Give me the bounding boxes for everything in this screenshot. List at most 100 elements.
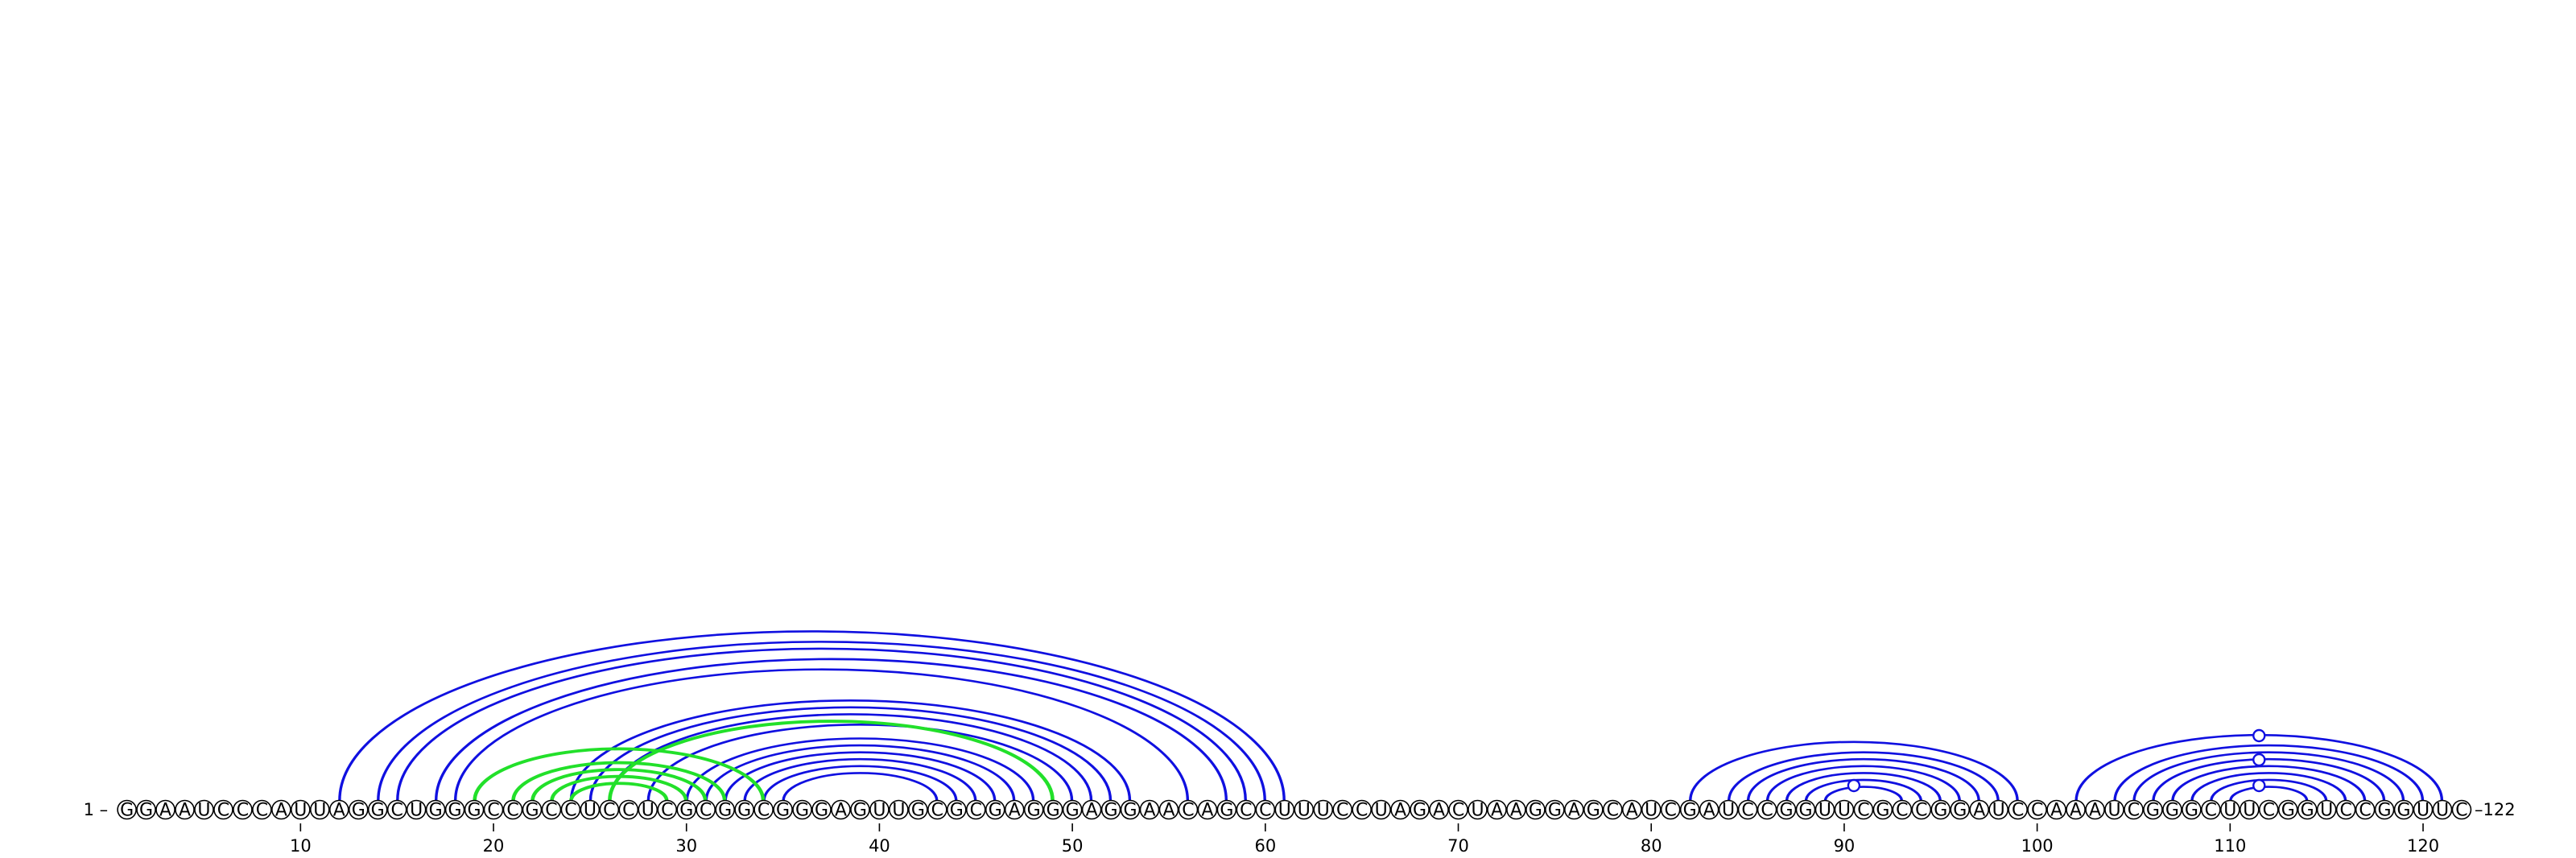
base-letter: U: [1722, 801, 1735, 821]
base-letter: C: [1741, 801, 1753, 821]
base-circle: [1448, 799, 1468, 820]
base-circle: [2046, 799, 2066, 820]
base: C: [1660, 799, 1681, 821]
loop-marker: [2252, 753, 2266, 767]
base-pair-arc: [686, 737, 1034, 801]
base: C: [2451, 799, 2472, 821]
base-letter: A: [1162, 801, 1174, 821]
base: G: [2393, 799, 2414, 821]
base-circle: [1776, 799, 1797, 820]
base-letter: U: [1317, 801, 1330, 821]
base-circle: [869, 799, 890, 820]
base: C: [2124, 799, 2144, 821]
base: C: [213, 799, 233, 821]
base-circle: [2335, 799, 2356, 820]
base: A: [2066, 799, 2086, 821]
base-circle: [1468, 799, 1488, 820]
base-letter: U: [294, 801, 307, 821]
base: G: [464, 799, 485, 821]
base-letter: C: [758, 801, 770, 821]
base-letter: G: [1587, 801, 1600, 821]
base-pair-arc: [1825, 786, 1902, 801]
base-circle: [1352, 799, 1372, 820]
base-pair-arc: [744, 758, 976, 801]
base-letter: C: [661, 801, 673, 821]
base-letter: G: [2146, 801, 2160, 821]
base-circle: [194, 799, 214, 820]
base: A: [2046, 799, 2066, 821]
base-circle: [1583, 799, 1604, 820]
base: C: [1236, 799, 1257, 821]
base-letter: G: [1779, 801, 1793, 821]
tick-label: 90: [1834, 836, 1856, 856]
base: G: [985, 799, 1005, 821]
base-letter: U: [1818, 801, 1831, 821]
base-letter: U: [313, 801, 326, 821]
base-circle: [406, 799, 427, 820]
base-pair-arcs: [338, 630, 2444, 801]
base-circle: [1737, 799, 1758, 820]
base-letter: G: [1934, 801, 1947, 821]
base: G: [1583, 799, 1604, 821]
base-circle: [1814, 799, 1835, 820]
base-letter: A: [1703, 801, 1715, 821]
base-circle: [696, 799, 716, 820]
base-letter: U: [892, 801, 905, 821]
base: C: [2027, 799, 2047, 821]
base-pair-arc: [455, 668, 1188, 801]
base-letter: U: [410, 801, 423, 821]
base-circle: [1081, 799, 1102, 820]
base-letter: A: [1394, 801, 1406, 821]
base: C: [696, 799, 716, 821]
base-pair-arc: [397, 648, 1246, 801]
base-pair-arc: [1690, 740, 2018, 801]
base-circle: [657, 799, 678, 820]
base-letter: C: [390, 801, 402, 821]
base-pair-arc: [589, 706, 1111, 801]
base-letter: G: [448, 801, 462, 821]
base-letter: G: [911, 801, 925, 821]
base-letter: G: [371, 801, 385, 821]
base-circle: [1390, 799, 1410, 820]
base-circle: [1371, 799, 1391, 820]
base-circle: [831, 799, 851, 820]
base: G: [1930, 799, 1951, 821]
base-pair-arc: [1823, 786, 1903, 801]
base-circle: [522, 799, 543, 820]
base: A: [1004, 799, 1025, 821]
base-letter: C: [237, 801, 249, 821]
base-letter: G: [1413, 801, 1426, 821]
base: C: [1602, 799, 1623, 821]
base-circle: [367, 799, 388, 820]
base-circle: [2316, 799, 2337, 820]
base-letter: C: [1915, 801, 1927, 821]
base-circle: [2008, 799, 2028, 820]
base-circle: [1660, 799, 1681, 820]
base-pair-arc: [1728, 751, 1999, 801]
base: G: [1042, 799, 1063, 821]
base-circle: [850, 799, 870, 820]
base-letter: G: [989, 801, 1002, 821]
base: C: [1853, 799, 1874, 821]
base: C: [965, 799, 986, 821]
base-pair-arc: [763, 765, 957, 801]
arc-group-central-helix: [569, 699, 1132, 801]
loop-marker: [2252, 778, 2266, 793]
base: G: [734, 799, 754, 821]
base-pair-arc: [571, 699, 1130, 801]
base: C: [2201, 799, 2221, 821]
base: U: [580, 799, 601, 821]
base-letter: A: [179, 801, 191, 821]
base: C: [2355, 799, 2376, 821]
base-circle: [1641, 799, 1662, 820]
base: A: [1081, 799, 1102, 821]
base-letter: C: [1452, 801, 1464, 821]
base: G: [367, 799, 388, 821]
arc-group-hairpin-90: [1689, 740, 2019, 801]
axis-tick: 50: [1062, 823, 1083, 856]
base-circle: [1139, 799, 1160, 820]
tick-label: 120: [2407, 836, 2439, 856]
base-pair-arc: [2133, 751, 2404, 801]
base-letter: C: [545, 801, 557, 821]
